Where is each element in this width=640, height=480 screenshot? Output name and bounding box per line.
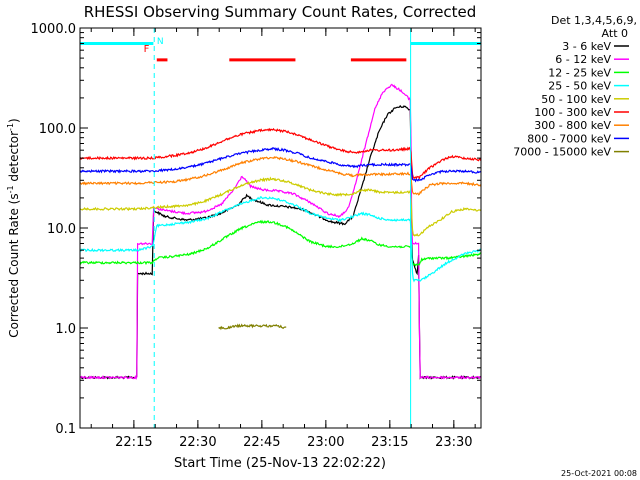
y-tick-label: 1000.0 [31,22,77,37]
legend-item-label: 6 - 12 keV [555,53,611,66]
y-axis: 1000.0 100.0 10.0 1.0 0.1 [31,22,481,437]
flare-flag-label: F [144,44,150,55]
plot-area [80,28,481,428]
x-tick-label: 23:15 [371,435,408,450]
legend-item-label: 100 - 300 keV [534,106,611,119]
x-tick-label: 22:45 [243,435,280,450]
legend-item-label: 7000 - 15000 keV [513,146,611,159]
y-tick-label: 0.1 [55,422,76,437]
chart-title: RHESSI Observing Summary Count Rates, Co… [84,3,477,21]
series-line [80,155,481,196]
footer-timestamp: 25-Oct-2021 00:08 [561,469,637,478]
x-axis: 22:15 22:30 22:45 23:00 23:15 23:30 [90,28,476,450]
legend-item-label: 300 - 800 keV [534,119,611,132]
legend-header-attenuator: Att 0 [602,27,628,40]
series-line [218,323,287,331]
night-flag-label: N [157,37,164,47]
y-tick-label: 100.0 [39,122,76,137]
legend-item-label: 3 - 6 keV [562,40,611,53]
legend-item-label: 25 - 50 keV [548,80,611,93]
series-line [80,147,481,183]
series-line [80,196,481,283]
y-tick-label: 1.0 [55,322,76,337]
x-tick-label: 23:00 [307,435,344,450]
legend-item-label: 800 - 7000 keV [527,132,611,145]
x-tick-label: 23:30 [435,435,472,450]
x-tick-label: 22:15 [115,435,152,450]
x-tick-label: 22:30 [179,435,216,450]
series-line [80,219,481,267]
y-axis-label: Corrected Count Rate (s-1 detector-1) [6,118,21,337]
x-axis-label: Start Time (25-Nov-13 22:02:22) [174,456,386,471]
y-tick-label: 10.0 [47,222,76,237]
series-line [80,83,481,380]
legend-item-label: 12 - 25 keV [548,66,611,79]
legend-item-label: 50 - 100 keV [541,93,611,106]
legend-header-detectors: Det 1,3,4,5,6,9, [551,14,637,27]
series-line [80,176,481,237]
series-line [80,127,481,180]
